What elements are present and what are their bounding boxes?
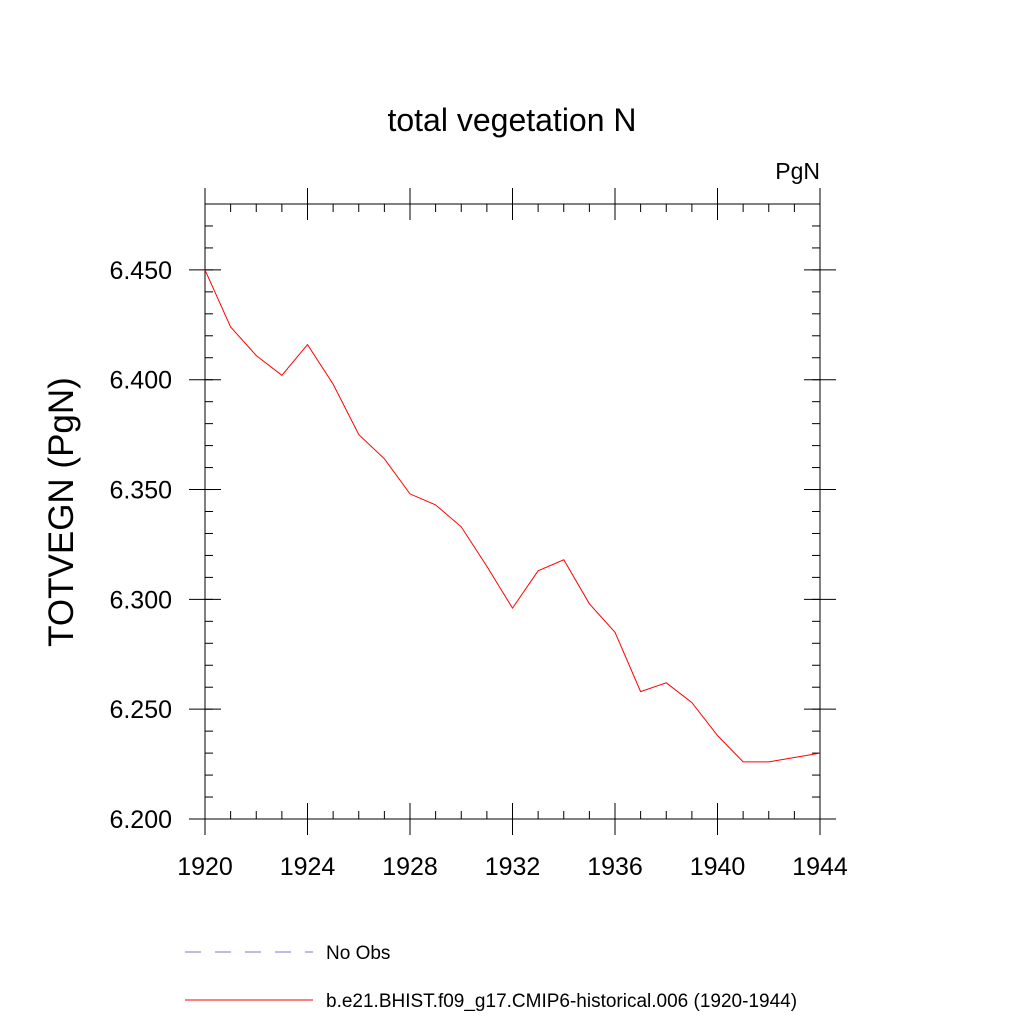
x-tick-label: 1932	[485, 853, 541, 881]
y-axis-label: TOTVEGN (PgN)	[42, 377, 81, 647]
x-tick-label: 1944	[792, 853, 848, 881]
y-tick-label: 6.250	[109, 696, 172, 724]
plot-frame	[204, 203, 821, 820]
y-tick-label: 6.200	[109, 806, 172, 834]
y-tick-label: 6.300	[109, 586, 172, 614]
series-line	[204, 269, 821, 763]
y-tick-label: 6.350	[109, 477, 172, 505]
legend-label: b.e21.BHIST.f09_g17.CMIP6-historical.006…	[326, 991, 797, 1012]
chart-title: total vegetation N	[387, 102, 636, 138]
y-tick-label: 6.400	[109, 367, 172, 395]
units-label: PgN	[775, 158, 820, 184]
legend: No Obs b.e21.BHIST.f09_g17.CMIP6-historic…	[185, 943, 797, 1012]
x-tick-label: 1936	[587, 853, 643, 881]
x-tick-label: 1924	[280, 853, 336, 881]
x-tick-label: 1928	[382, 853, 438, 881]
x-tick-label: 1920	[177, 853, 233, 881]
x-axis-ticks: 1920 1924 1928 1932 1936 1940 1944	[177, 188, 848, 881]
y-axis-ticks: 6.200 6.250 6.300 6.350 6.400 6.450	[109, 203, 836, 834]
series-layer	[204, 269, 821, 763]
legend-label: No Obs	[326, 943, 390, 964]
y-tick-label: 6.450	[109, 257, 172, 285]
x-tick-label: 1940	[690, 853, 746, 881]
